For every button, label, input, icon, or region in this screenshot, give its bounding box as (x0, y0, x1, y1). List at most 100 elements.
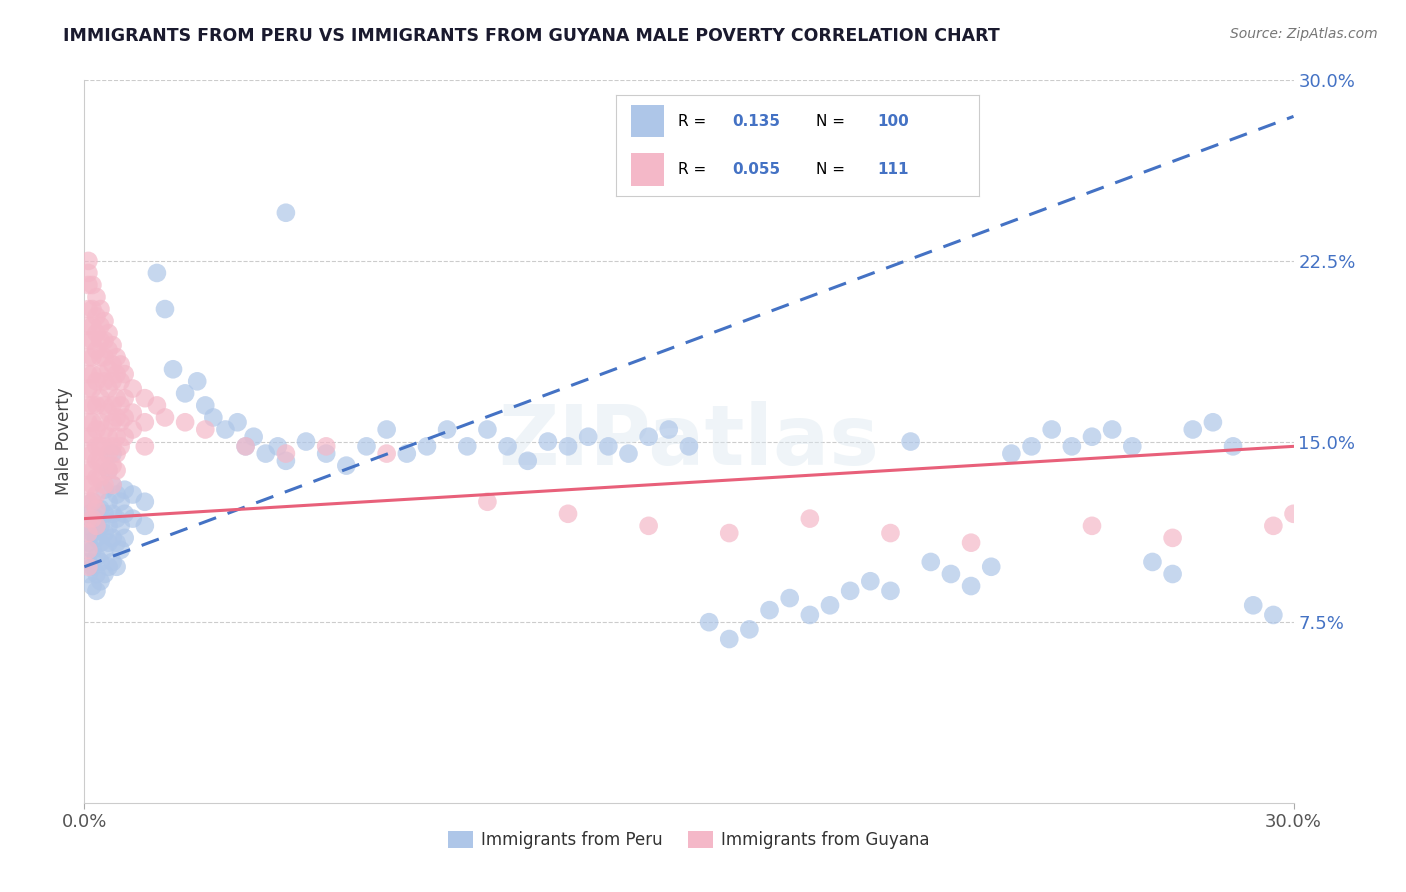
Point (97, 463, 120, 477)
Point (77, 382, 100, 396)
Text: Source: ZipAtlas.com: Source: ZipAtlas.com (1230, 27, 1378, 41)
Point (153, 410, 176, 425)
Point (1161, 567, 1184, 582)
Point (82, 334, 104, 348)
Point (97, 446, 120, 460)
Point (110, 358, 132, 372)
Point (121, 511, 143, 525)
Point (105, 487, 128, 501)
Point (93, 334, 115, 348)
Point (105, 559, 128, 574)
Point (900, 434, 922, 449)
Point (598, 439, 620, 453)
Point (89, 391, 111, 405)
Point (82, 463, 104, 477)
Point (77, 555, 100, 569)
Point (86, 310, 108, 324)
Point (110, 494, 132, 508)
Point (114, 367, 136, 381)
Point (1060, 439, 1083, 453)
Point (1081, 430, 1104, 444)
Point (114, 410, 136, 425)
Point (939, 567, 962, 582)
Text: ZIPatlas: ZIPatlas (499, 401, 879, 482)
Point (114, 391, 136, 405)
Point (121, 487, 143, 501)
Point (82, 350, 104, 364)
Legend: Immigrants from Peru, Immigrants from Guyana: Immigrants from Peru, Immigrants from Gu… (441, 824, 936, 856)
Point (105, 463, 128, 477)
Point (82, 559, 104, 574)
Point (77, 518, 100, 533)
Point (97, 382, 120, 396)
Point (110, 415, 132, 429)
Point (1000, 446, 1022, 460)
Point (637, 430, 659, 444)
Point (146, 398, 169, 412)
Point (105, 535, 128, 549)
Point (134, 415, 156, 429)
Point (77, 350, 100, 364)
Point (960, 535, 983, 549)
Point (86, 454, 108, 468)
Point (82, 301, 104, 317)
Point (101, 415, 124, 429)
Point (105, 511, 128, 525)
Point (93, 422, 115, 436)
Point (77, 567, 100, 582)
Point (1040, 422, 1063, 436)
Point (194, 398, 217, 412)
Point (114, 430, 136, 444)
Point (97, 326, 120, 340)
Point (77, 334, 100, 348)
Point (920, 555, 942, 569)
Point (86, 290, 108, 304)
Point (859, 574, 882, 589)
Point (375, 422, 398, 436)
Point (101, 458, 124, 473)
Point (82, 277, 104, 292)
Point (82, 382, 104, 396)
Point (121, 422, 143, 436)
Point (758, 603, 780, 617)
Point (82, 415, 104, 429)
Point (93, 439, 115, 453)
Point (82, 318, 104, 333)
Point (93, 398, 115, 412)
Point (77, 318, 100, 333)
Point (77, 266, 100, 280)
Point (86, 470, 108, 484)
Point (134, 518, 156, 533)
Point (89, 574, 111, 589)
Point (101, 478, 124, 492)
Point (697, 615, 720, 630)
Point (134, 494, 156, 508)
Point (77, 301, 100, 317)
Point (89, 334, 111, 348)
Point (93, 542, 115, 557)
Point (658, 422, 681, 436)
Point (1101, 422, 1123, 436)
Point (779, 591, 801, 605)
Point (97, 494, 120, 508)
Point (97, 518, 120, 533)
Point (315, 439, 337, 453)
Point (1263, 518, 1285, 533)
Point (1161, 531, 1184, 545)
Point (186, 374, 208, 388)
Point (82, 430, 104, 444)
Point (1222, 439, 1244, 453)
Point (617, 446, 640, 460)
Point (89, 454, 111, 468)
Point (557, 507, 579, 521)
Point (678, 439, 700, 453)
Point (1142, 555, 1164, 569)
Point (86, 567, 108, 582)
Point (77, 398, 100, 412)
Point (82, 478, 104, 492)
Point (1241, 599, 1264, 613)
Point (86, 502, 108, 516)
Point (1263, 607, 1285, 622)
Point (267, 439, 290, 453)
Point (295, 434, 318, 449)
